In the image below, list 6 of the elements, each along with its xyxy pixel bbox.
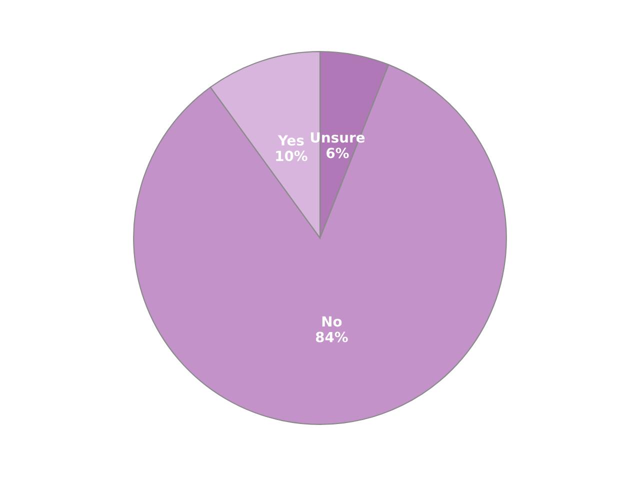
data-label: 84% (316, 332, 348, 342)
data-label: 10% (276, 150, 308, 162)
slice-label: No (322, 316, 342, 327)
slice-label: Yes (278, 135, 304, 146)
slice-label: Unsure (310, 132, 365, 143)
data-label: 6% (326, 148, 349, 158)
